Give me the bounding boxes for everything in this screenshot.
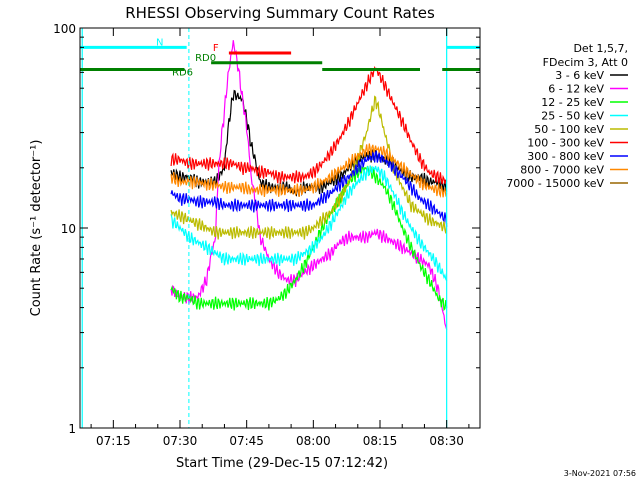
x-axis-label: Start Time (29-Dec-15 07:12:42) bbox=[176, 456, 388, 471]
x-tick-label-2: 07:45 bbox=[229, 434, 264, 448]
series-line-5 bbox=[170, 65, 448, 185]
bar-label-rd6: RD6 bbox=[172, 68, 193, 79]
series-line-6 bbox=[170, 149, 448, 227]
x-tick-label-4: 08:15 bbox=[363, 434, 398, 448]
legend-label-7: 800 - 7000 keV bbox=[520, 164, 604, 177]
legend-label-1: 6 - 12 keV bbox=[548, 83, 604, 96]
chart-title: RHESSI Observing Summary Count Rates bbox=[125, 4, 435, 22]
legend-label-4: 50 - 100 keV bbox=[534, 123, 604, 136]
bar-label-n: N bbox=[156, 37, 163, 48]
series-line-7 bbox=[170, 143, 448, 199]
x-tick-label-1: 07:30 bbox=[163, 434, 198, 448]
x-tick-label-3: 08:00 bbox=[296, 434, 331, 448]
bar-label-rd0: RD0 bbox=[195, 53, 216, 64]
y-tick-label-0: 1 bbox=[68, 422, 76, 436]
legend-header-line-1: Det 1,5,7, bbox=[573, 42, 628, 55]
axis-layer: 07:15 07:30 07:45 08:00 08:15 08:30 1 10 100 bbox=[53, 22, 480, 448]
series-line-3 bbox=[170, 165, 448, 282]
legend-label-0: 3 - 6 keV bbox=[555, 69, 604, 82]
data-layer bbox=[170, 40, 448, 330]
legend-label-5: 100 - 300 keV bbox=[527, 137, 604, 150]
legend-label-3: 25 - 50 keV bbox=[541, 110, 604, 123]
x-tick-label-5: 08:30 bbox=[429, 434, 464, 448]
series-line-2 bbox=[170, 165, 448, 312]
y-tick-label-1: 10 bbox=[61, 222, 76, 236]
x-tick-label-0: 07:15 bbox=[96, 434, 131, 448]
y-tick-label-2: 100 bbox=[53, 22, 76, 36]
bar-label-f: F bbox=[213, 43, 219, 54]
legend-header-line-2: FDecim 3, Att 0 bbox=[543, 56, 628, 69]
series-line-4 bbox=[170, 95, 448, 240]
legend-label-2: 12 - 25 keV bbox=[541, 96, 604, 109]
legend-label-8: 7000 - 15000 keV bbox=[506, 177, 604, 190]
footer-timestamp: 3-Nov-2021 07:56 bbox=[564, 469, 636, 478]
y-axis-label: Count Rate (s⁻¹ detector⁻¹) bbox=[29, 140, 44, 317]
legend-label-6: 300 - 800 keV bbox=[527, 150, 604, 163]
